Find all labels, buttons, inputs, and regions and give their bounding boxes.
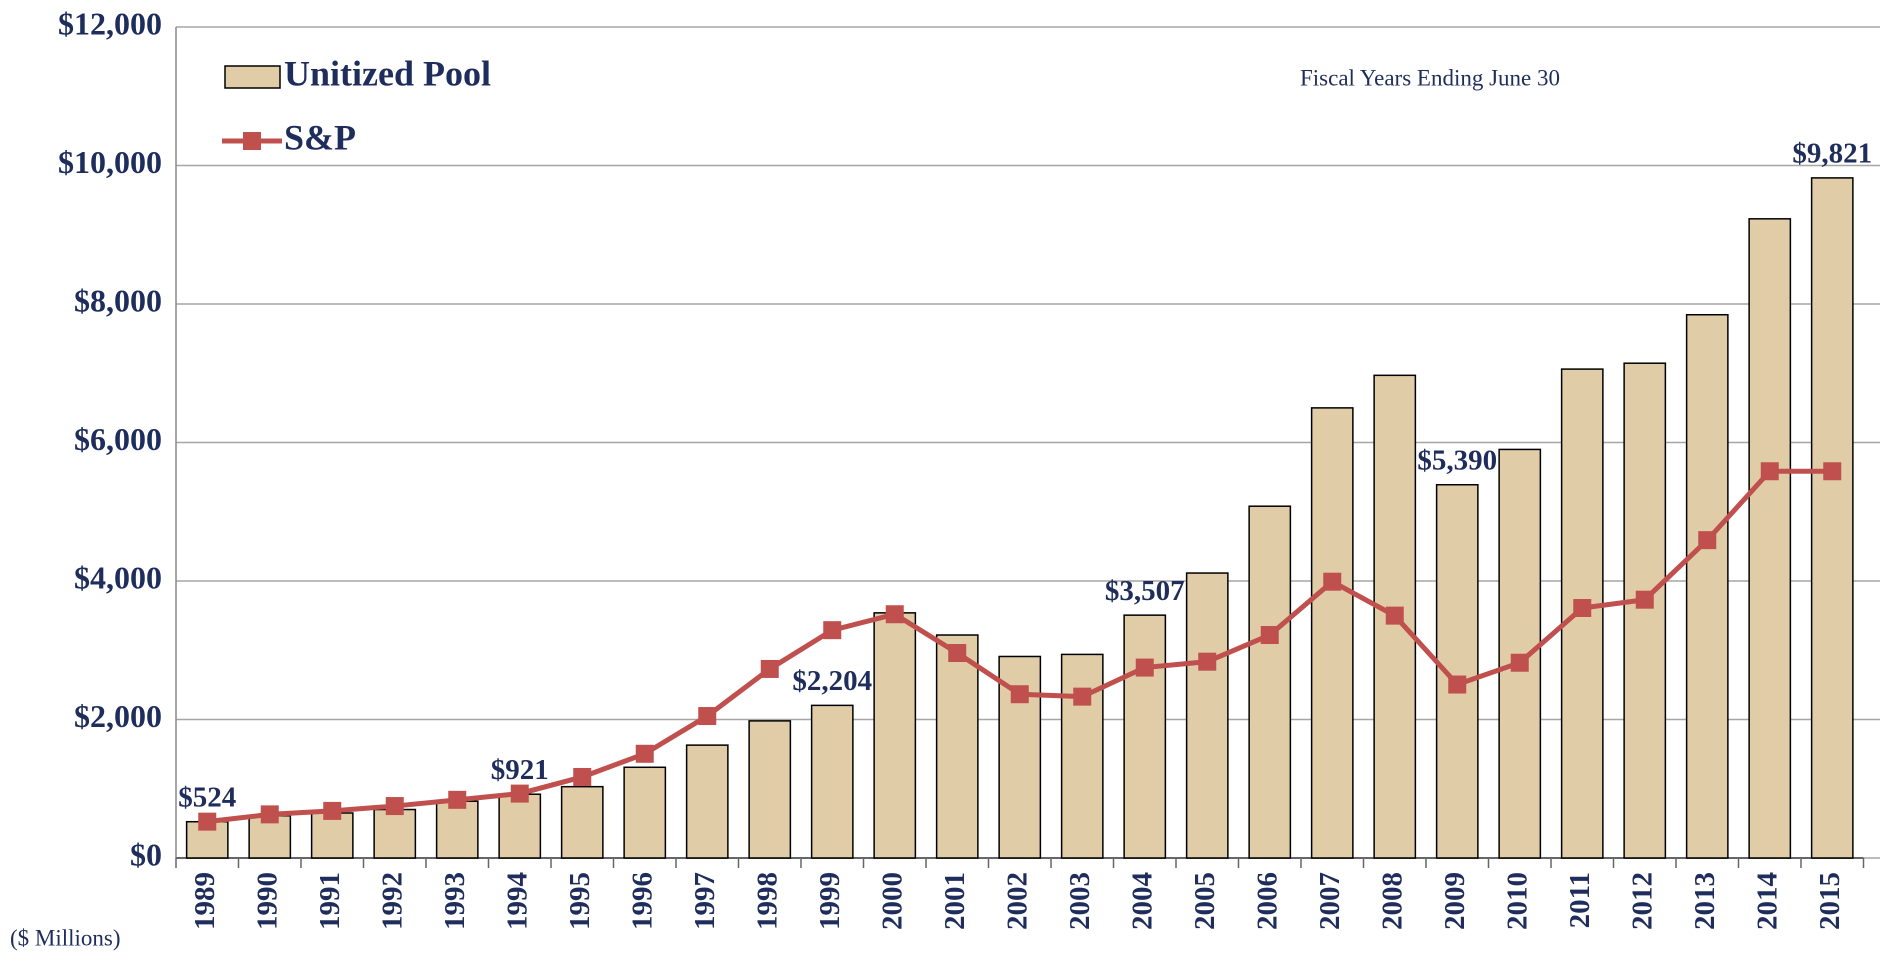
y-tick-label: $12,000 — [58, 5, 162, 41]
bar — [685, 744, 729, 859]
line-marker — [1760, 462, 1779, 481]
x-tick-label: 1994 — [501, 872, 533, 930]
x-tick-label: 1990 — [251, 872, 283, 930]
bar — [873, 612, 917, 859]
line-marker — [823, 621, 842, 640]
line-marker — [1698, 531, 1717, 550]
legend-marker — [243, 132, 261, 150]
annotation: Fiscal Years Ending June 30 — [1300, 65, 1560, 90]
legend-label: Unitized Pool — [284, 53, 491, 93]
x-tick-label: 2002 — [1001, 872, 1033, 930]
line-marker — [573, 767, 592, 786]
unit-label: ($ Millions) — [10, 925, 121, 950]
bar — [1685, 313, 1729, 859]
line-marker — [1260, 626, 1279, 645]
x-tick-label: 2009 — [1439, 872, 1471, 930]
bar — [1810, 177, 1854, 859]
x-tick-label: 1999 — [814, 872, 846, 930]
y-tick-label: $2,000 — [74, 698, 162, 734]
y-tick-label: $4,000 — [74, 559, 162, 595]
line-marker — [1010, 685, 1029, 704]
bar — [748, 720, 792, 859]
bar — [560, 785, 604, 859]
value-label: $9,821 — [1792, 138, 1872, 170]
line-marker — [385, 797, 404, 816]
line-marker — [1323, 572, 1342, 591]
x-tick-label: 2008 — [1376, 872, 1408, 930]
line-marker — [198, 812, 217, 831]
line-marker — [635, 744, 654, 763]
y-tick-label: $8,000 — [74, 282, 162, 318]
bar — [1248, 505, 1292, 859]
y-tick-label: $10,000 — [58, 144, 162, 180]
line-marker — [948, 644, 967, 663]
legend-label: S&P — [284, 117, 356, 157]
y-tick-label: $6,000 — [74, 421, 162, 457]
line-marker — [510, 784, 529, 803]
bar — [623, 766, 667, 859]
bar — [1748, 218, 1792, 859]
line-marker — [1573, 599, 1592, 618]
line-marker — [323, 801, 342, 820]
x-tick-label: 1993 — [439, 872, 471, 930]
bar — [1310, 407, 1354, 859]
bar — [498, 793, 542, 859]
legend-swatch — [224, 65, 281, 89]
value-label: $3,507 — [1105, 575, 1185, 607]
x-tick-label: 2000 — [876, 872, 908, 930]
bar — [1498, 448, 1542, 859]
line-marker — [698, 707, 717, 726]
line-marker — [1135, 658, 1154, 677]
line-marker — [1510, 653, 1529, 672]
x-tick-label: 1989 — [189, 872, 221, 930]
value-label: $524 — [178, 781, 236, 813]
bar — [1185, 572, 1229, 859]
bar — [435, 800, 479, 859]
line-marker — [1198, 652, 1217, 671]
x-tick-label: 2006 — [1251, 872, 1283, 930]
line-marker — [448, 790, 467, 809]
line-marker — [1823, 462, 1842, 481]
x-tick-label: 2015 — [1814, 872, 1846, 930]
line-marker — [760, 659, 779, 678]
line-marker — [1385, 606, 1404, 625]
y-tick-label: $0 — [130, 836, 162, 872]
x-tick-label: 1995 — [564, 872, 596, 930]
x-tick-label: 2013 — [1689, 872, 1721, 930]
x-tick-label: 1998 — [751, 872, 783, 930]
line-marker — [1635, 590, 1654, 609]
value-label: $5,390 — [1417, 444, 1497, 476]
bar — [373, 808, 417, 859]
x-tick-label: 2003 — [1064, 872, 1096, 930]
bar — [1060, 653, 1104, 859]
bar — [1123, 614, 1167, 859]
x-tick-label: 1996 — [626, 872, 658, 930]
x-tick-label: 2011 — [1564, 872, 1596, 928]
value-label: $921 — [491, 754, 549, 786]
x-tick-label: 2012 — [1626, 872, 1658, 930]
x-tick-label: 1997 — [689, 872, 721, 930]
x-tick-label: 2005 — [1189, 872, 1221, 930]
bar — [1623, 362, 1667, 859]
x-tick-label: 2014 — [1751, 872, 1783, 930]
bar — [810, 704, 854, 859]
line-marker — [1073, 687, 1092, 706]
x-tick-label: 2007 — [1314, 872, 1346, 930]
x-tick-label: 2010 — [1501, 872, 1533, 930]
bar — [935, 634, 979, 859]
x-tick-label: 1992 — [376, 872, 408, 930]
line-marker — [260, 805, 279, 824]
line-marker — [885, 605, 904, 624]
value-label: $2,204 — [792, 665, 872, 697]
x-tick-label: 2001 — [939, 872, 971, 930]
line-marker — [1448, 675, 1467, 694]
x-tick-label: 2004 — [1126, 872, 1158, 930]
x-tick-label: 1991 — [314, 872, 346, 930]
